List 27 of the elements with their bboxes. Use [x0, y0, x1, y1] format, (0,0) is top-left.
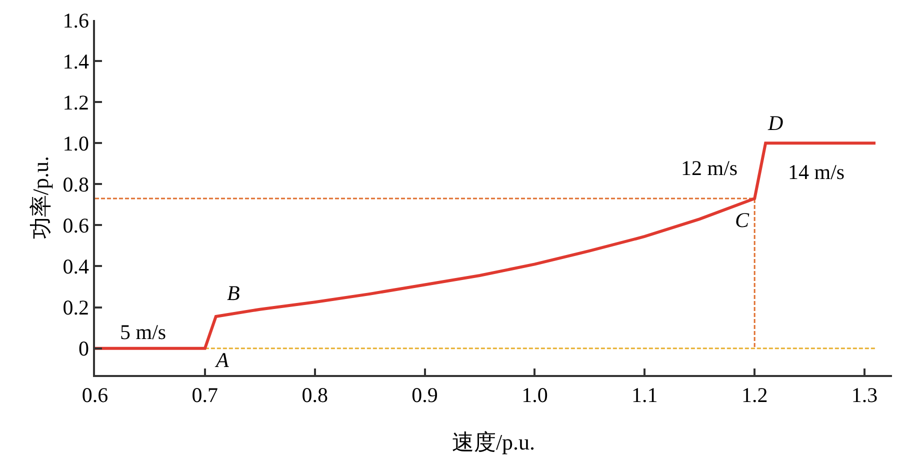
- y-tick-label: 1.4: [62, 49, 90, 74]
- line-series: [95, 142, 878, 350]
- y-tick-label: 0.6: [62, 214, 90, 238]
- y-tick-label: 1.0: [62, 131, 90, 156]
- annotation: 14 m/s: [788, 160, 845, 184]
- x-tick-label: 0.8: [302, 382, 328, 407]
- x-tick-label: 1.1: [632, 382, 658, 407]
- x-tick-label: 0.6: [82, 382, 108, 407]
- x-axis-title: 速度/p.u.: [452, 429, 536, 454]
- y-tick-label: 1.2: [62, 90, 90, 114]
- annotation: C: [735, 208, 750, 232]
- x-tick-label: 1.0: [522, 382, 548, 407]
- x-tick-label: 1.3: [851, 382, 878, 407]
- y-tick-label: 0.8: [62, 172, 90, 197]
- x-tick-label: 0.7: [192, 382, 218, 407]
- annotation: 5 m/s: [120, 320, 166, 344]
- annotation: D: [767, 111, 784, 135]
- x-tick-label: 1.2: [741, 382, 768, 407]
- annotation: A: [214, 348, 229, 372]
- x-tick-label: 0.9: [412, 382, 438, 407]
- y-tick-label: 0.2: [62, 296, 90, 320]
- y-tick-label: 0: [78, 336, 90, 361]
- annotation: 12 m/s: [681, 156, 738, 180]
- y-tick-label: 1.6: [62, 8, 90, 32]
- y-tick-label: 0.4: [62, 254, 90, 279]
- annotation: B: [227, 281, 240, 305]
- y-axis-title: 功率/p.u.: [28, 156, 54, 240]
